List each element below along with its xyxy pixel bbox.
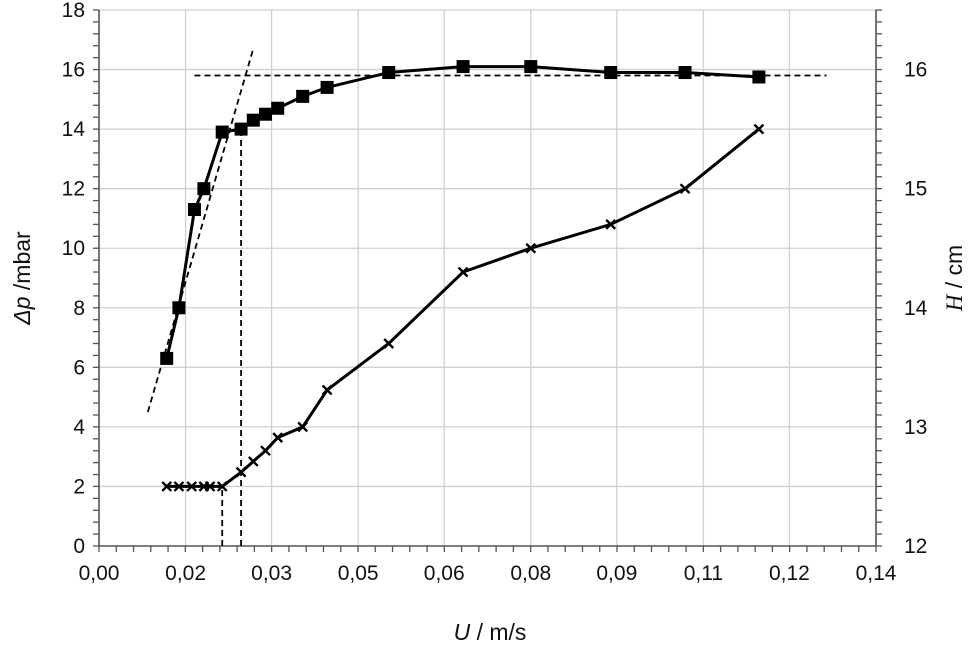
data-point-square	[456, 60, 470, 74]
data-point-cross	[679, 183, 691, 195]
x-tick-label: 0,03	[251, 562, 292, 585]
data-point-cross	[216, 481, 228, 492]
data-point-cross	[457, 266, 469, 278]
data-point-cross	[173, 481, 185, 492]
y-left-tick-label: 14	[62, 118, 86, 141]
y-left-tick-label: 8	[73, 297, 85, 320]
series-line-1	[165, 65, 759, 359]
data-point-square	[320, 80, 334, 94]
axes-layer	[93, 9, 882, 552]
data-point-cross	[260, 445, 271, 457]
x-tick-label: 0,02	[165, 562, 206, 585]
dashed-guide-line	[146, 48, 255, 413]
x-tick-label: 0,06	[424, 562, 465, 585]
tick-labels: 0,00 0,02 0,03 0,05 0,06 0,08 0,09 0,11 0,12 0,14…	[62, 0, 928, 585]
y-left-tick-label: 4	[73, 416, 85, 439]
series-line-2	[166, 127, 760, 488]
data-point-cross	[247, 456, 259, 467]
data-point-square	[259, 107, 272, 121]
y-left-tick-label: 10	[62, 237, 85, 260]
y-left-tick-label: 2	[73, 475, 85, 498]
data-point-cross	[204, 481, 216, 492]
data-point-cross	[161, 481, 173, 492]
x-axis-title: U / m/s	[454, 619, 527, 645]
data-point-cross	[383, 338, 395, 349]
data-point-cross	[235, 466, 247, 478]
y-right-tick-label: 13	[904, 416, 927, 439]
data-point-square	[296, 89, 310, 103]
x-tick-label: 0,11	[684, 562, 723, 585]
y-left-tick-label: 0	[73, 535, 85, 558]
data-point-cross	[605, 219, 617, 230]
y-left-tick-label: 16	[62, 59, 85, 82]
data-point-square	[678, 66, 692, 80]
data-point-square	[752, 70, 766, 84]
x-tick-label: 0,14	[856, 562, 897, 585]
series-layer	[160, 60, 766, 492]
guide-lines	[146, 48, 827, 546]
data-point-cross	[525, 242, 537, 254]
data-point-square	[604, 66, 618, 80]
data-point-cross	[753, 123, 765, 135]
data-point-square	[246, 113, 260, 127]
data-point-cross	[186, 481, 198, 492]
data-point-square	[524, 60, 538, 74]
data-point-square	[382, 66, 396, 80]
data-point-square	[197, 182, 211, 196]
y-right-tick-label: 14	[904, 297, 928, 320]
x-tick-label: 0,12	[769, 562, 810, 585]
y-left-tick-label: 12	[62, 178, 85, 201]
x-tick-label: 0,08	[510, 562, 551, 585]
y-right-tick-label: 16	[904, 59, 927, 82]
y-axis-title-left: Δp /mbar	[9, 231, 35, 326]
data-point-cross	[272, 432, 284, 443]
grid-layer	[99, 9, 877, 546]
y-left-tick-label: 18	[62, 0, 85, 22]
y-right-tick-label: 12	[904, 535, 927, 558]
y-right-tick-label: 15	[904, 178, 927, 201]
x-tick-label: 0,05	[338, 562, 379, 585]
y-left-tick-label: 6	[73, 356, 85, 379]
data-point-square	[215, 125, 229, 139]
data-point-cross	[321, 384, 333, 396]
x-tick-label: 0,09	[596, 562, 637, 585]
data-point-square	[187, 203, 201, 217]
data-point-square	[160, 351, 174, 365]
data-point-cross	[297, 421, 309, 433]
data-point-square	[271, 101, 285, 115]
x-tick-label: 0,00	[79, 562, 120, 585]
data-point-square	[172, 301, 186, 315]
y-axis-title-right: H / cm	[941, 245, 967, 312]
data-point-square	[234, 122, 248, 136]
